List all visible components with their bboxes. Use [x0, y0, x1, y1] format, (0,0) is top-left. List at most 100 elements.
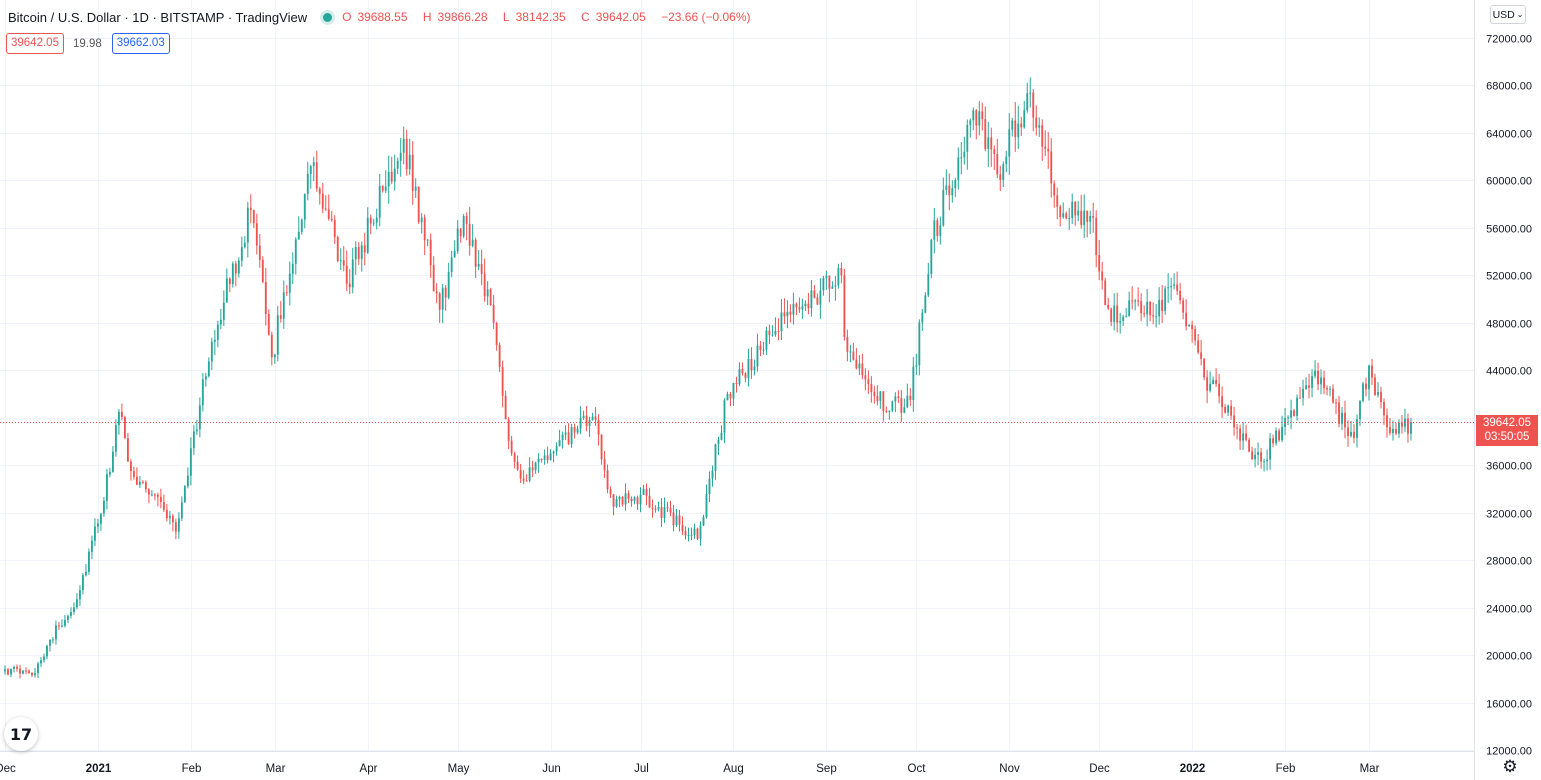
candle[interactable]: [747, 348, 750, 387]
candle[interactable]: [1026, 82, 1029, 113]
candle[interactable]: [1032, 88, 1035, 132]
candle[interactable]: [1059, 204, 1062, 227]
candle[interactable]: [147, 487, 150, 504]
candle[interactable]: [1134, 298, 1137, 311]
candle[interactable]: [1095, 210, 1098, 268]
candle[interactable]: [699, 521, 702, 546]
candle[interactable]: [768, 324, 771, 345]
candle[interactable]: [1332, 384, 1334, 404]
candle[interactable]: [55, 620, 57, 645]
candle[interactable]: [831, 281, 834, 289]
candle[interactable]: [1377, 382, 1379, 398]
candle[interactable]: [828, 275, 831, 303]
candle[interactable]: [168, 510, 171, 525]
candle[interactable]: [1008, 113, 1011, 175]
candle[interactable]: [945, 169, 948, 196]
candle[interactable]: [624, 483, 627, 511]
candle[interactable]: [402, 126, 405, 165]
candle[interactable]: [810, 280, 813, 317]
candle[interactable]: [720, 425, 723, 441]
candle[interactable]: [897, 390, 900, 404]
candle[interactable]: [549, 449, 552, 461]
candle[interactable]: [64, 615, 66, 628]
candle[interactable]: [1218, 374, 1221, 404]
candle[interactable]: [1113, 293, 1116, 331]
candle[interactable]: [543, 449, 546, 465]
candle[interactable]: [765, 326, 768, 356]
candle[interactable]: [477, 250, 480, 271]
candle[interactable]: [597, 414, 600, 446]
candle[interactable]: [1071, 193, 1074, 225]
candle[interactable]: [234, 260, 237, 287]
symbol-title[interactable]: Bitcoin / U.S. Dollar · 1D · BITSTAMP · …: [8, 9, 308, 25]
candle[interactable]: [369, 214, 372, 235]
candle[interactable]: [10, 668, 12, 678]
candle[interactable]: [249, 194, 252, 224]
candle[interactable]: [648, 487, 651, 508]
candle[interactable]: [1116, 292, 1119, 333]
candle[interactable]: [114, 419, 117, 457]
candle[interactable]: [501, 360, 504, 408]
candle[interactable]: [1068, 207, 1071, 230]
candle[interactable]: [879, 390, 882, 409]
candle[interactable]: [513, 451, 516, 469]
candle[interactable]: [282, 280, 285, 329]
candle[interactable]: [387, 155, 390, 204]
candle[interactable]: [1029, 77, 1032, 108]
candle[interactable]: [963, 136, 966, 165]
candle[interactable]: [1257, 442, 1260, 466]
candle[interactable]: [195, 419, 198, 436]
candle[interactable]: [315, 150, 318, 192]
candle[interactable]: [1254, 448, 1257, 468]
candle[interactable]: [156, 492, 159, 507]
candle[interactable]: [900, 389, 903, 422]
candle[interactable]: [1083, 194, 1086, 239]
candle[interactable]: [771, 325, 774, 337]
candle[interactable]: [642, 484, 645, 496]
candle[interactable]: [957, 147, 960, 190]
candle[interactable]: [459, 227, 462, 243]
candle[interactable]: [1380, 386, 1382, 409]
candle[interactable]: [1221, 386, 1224, 418]
candle[interactable]: [1080, 194, 1083, 229]
candle[interactable]: [132, 466, 135, 480]
candle[interactable]: [1179, 282, 1182, 305]
candle[interactable]: [429, 233, 432, 278]
candle[interactable]: [576, 425, 579, 435]
candle[interactable]: [606, 464, 609, 494]
candle[interactable]: [91, 535, 93, 560]
candle[interactable]: [1359, 400, 1361, 426]
candle[interactable]: [729, 392, 732, 406]
candle[interactable]: [40, 657, 42, 667]
candle[interactable]: [321, 183, 324, 214]
candle[interactable]: [378, 173, 381, 227]
candle[interactable]: [1137, 287, 1140, 307]
candle[interactable]: [942, 177, 945, 227]
candle[interactable]: [1395, 422, 1397, 436]
candle[interactable]: [192, 424, 195, 456]
candle[interactable]: [1239, 424, 1242, 450]
candle[interactable]: [210, 337, 213, 371]
candle[interactable]: [621, 496, 624, 507]
candle[interactable]: [993, 145, 996, 170]
candle[interactable]: [270, 331, 273, 366]
candle[interactable]: [537, 453, 540, 473]
candle[interactable]: [1011, 117, 1014, 137]
candle[interactable]: [579, 406, 582, 435]
candle[interactable]: [681, 516, 684, 535]
candle[interactable]: [1041, 119, 1044, 161]
candle[interactable]: [1392, 420, 1394, 441]
candle[interactable]: [1242, 422, 1245, 451]
candle[interactable]: [876, 385, 879, 406]
candle[interactable]: [1296, 394, 1298, 421]
candle[interactable]: [180, 496, 183, 522]
candle[interactable]: [588, 416, 591, 437]
candle[interactable]: [411, 141, 414, 205]
currency-selector-button[interactable]: USD ⌄: [1490, 5, 1526, 24]
candle[interactable]: [366, 207, 369, 254]
candle[interactable]: [582, 410, 585, 420]
candle[interactable]: [1275, 427, 1277, 446]
candle[interactable]: [171, 513, 174, 532]
candle[interactable]: [666, 501, 669, 513]
candle[interactable]: [984, 106, 987, 152]
